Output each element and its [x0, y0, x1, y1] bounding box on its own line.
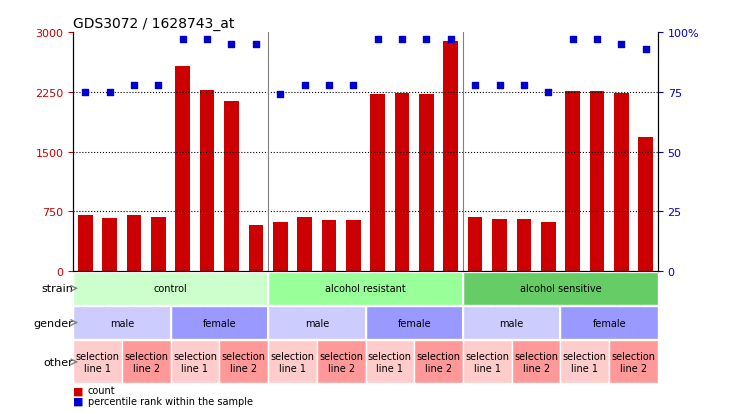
- Text: count: count: [88, 385, 115, 395]
- Bar: [322, 221, 336, 272]
- Point: [372, 37, 384, 43]
- FancyBboxPatch shape: [122, 341, 170, 383]
- Point: [420, 37, 432, 43]
- FancyBboxPatch shape: [317, 341, 366, 383]
- Bar: [102, 218, 117, 272]
- Bar: [371, 94, 385, 272]
- Text: female: female: [202, 318, 236, 328]
- Point: [469, 82, 481, 89]
- FancyBboxPatch shape: [73, 272, 268, 305]
- Bar: [541, 222, 556, 272]
- Text: selection
line 1: selection line 1: [75, 351, 119, 373]
- Text: strain: strain: [41, 284, 73, 294]
- Point: [542, 89, 554, 96]
- Point: [274, 92, 286, 98]
- FancyBboxPatch shape: [561, 341, 609, 383]
- Bar: [492, 219, 507, 272]
- Bar: [151, 218, 166, 272]
- FancyBboxPatch shape: [170, 306, 268, 339]
- Text: selection
line 1: selection line 1: [368, 351, 412, 373]
- Point: [640, 46, 651, 53]
- Bar: [175, 66, 190, 272]
- Point: [396, 37, 408, 43]
- Point: [250, 42, 262, 48]
- FancyBboxPatch shape: [463, 272, 658, 305]
- Bar: [273, 222, 287, 272]
- Point: [616, 42, 627, 48]
- Point: [493, 82, 505, 89]
- Text: alcohol resistant: alcohol resistant: [325, 284, 406, 294]
- Text: selection
line 1: selection line 1: [173, 351, 217, 373]
- Point: [201, 37, 213, 43]
- FancyBboxPatch shape: [268, 341, 317, 383]
- FancyBboxPatch shape: [366, 306, 463, 339]
- Point: [153, 82, 164, 89]
- Text: ■: ■: [73, 396, 83, 406]
- Text: male: male: [110, 318, 134, 328]
- Point: [177, 37, 189, 43]
- Text: female: female: [592, 318, 626, 328]
- Text: selection
line 1: selection line 1: [563, 351, 607, 373]
- Text: selection
line 2: selection line 2: [124, 351, 168, 373]
- FancyBboxPatch shape: [609, 341, 658, 383]
- Point: [445, 37, 457, 43]
- Text: selection
line 2: selection line 2: [221, 351, 265, 373]
- Text: male: male: [499, 318, 524, 328]
- FancyBboxPatch shape: [561, 306, 658, 339]
- Text: selection
line 1: selection line 1: [270, 351, 314, 373]
- FancyBboxPatch shape: [463, 341, 512, 383]
- Bar: [590, 92, 605, 272]
- Text: alcohol sensitive: alcohol sensitive: [520, 284, 601, 294]
- Point: [591, 37, 603, 43]
- FancyBboxPatch shape: [73, 306, 170, 339]
- Point: [299, 82, 311, 89]
- FancyBboxPatch shape: [463, 306, 561, 339]
- Point: [567, 37, 578, 43]
- Bar: [224, 102, 239, 272]
- Bar: [346, 221, 360, 272]
- Point: [347, 82, 359, 89]
- Text: selection
line 2: selection line 2: [417, 351, 461, 373]
- Bar: [614, 93, 629, 272]
- FancyBboxPatch shape: [268, 272, 463, 305]
- Text: selection
line 1: selection line 1: [466, 351, 510, 373]
- Bar: [395, 93, 409, 272]
- FancyBboxPatch shape: [414, 341, 463, 383]
- Text: gender: gender: [34, 318, 73, 328]
- FancyBboxPatch shape: [366, 341, 414, 383]
- Bar: [638, 138, 653, 272]
- Point: [518, 82, 530, 89]
- Bar: [517, 219, 531, 272]
- FancyBboxPatch shape: [268, 306, 366, 339]
- Text: selection
line 2: selection line 2: [514, 351, 558, 373]
- Text: female: female: [398, 318, 431, 328]
- Point: [323, 82, 335, 89]
- Bar: [126, 216, 141, 272]
- Text: selection
line 2: selection line 2: [319, 351, 363, 373]
- Bar: [565, 92, 580, 272]
- Bar: [468, 218, 482, 272]
- Text: selection
line 2: selection line 2: [612, 351, 656, 373]
- FancyBboxPatch shape: [219, 341, 268, 383]
- Point: [128, 82, 140, 89]
- Bar: [78, 216, 93, 272]
- Text: male: male: [305, 318, 329, 328]
- Point: [80, 89, 91, 96]
- Bar: [298, 218, 312, 272]
- Text: GDS3072 / 1628743_at: GDS3072 / 1628743_at: [73, 17, 235, 31]
- Bar: [444, 42, 458, 272]
- FancyBboxPatch shape: [73, 341, 122, 383]
- Bar: [249, 225, 263, 272]
- Text: other: other: [43, 357, 73, 367]
- FancyBboxPatch shape: [170, 341, 219, 383]
- Text: ■: ■: [73, 385, 83, 395]
- Point: [104, 89, 115, 96]
- FancyBboxPatch shape: [512, 341, 561, 383]
- Text: control: control: [154, 284, 187, 294]
- Bar: [419, 94, 433, 272]
- Point: [226, 42, 238, 48]
- Bar: [200, 91, 214, 272]
- Text: percentile rank within the sample: percentile rank within the sample: [88, 396, 253, 406]
